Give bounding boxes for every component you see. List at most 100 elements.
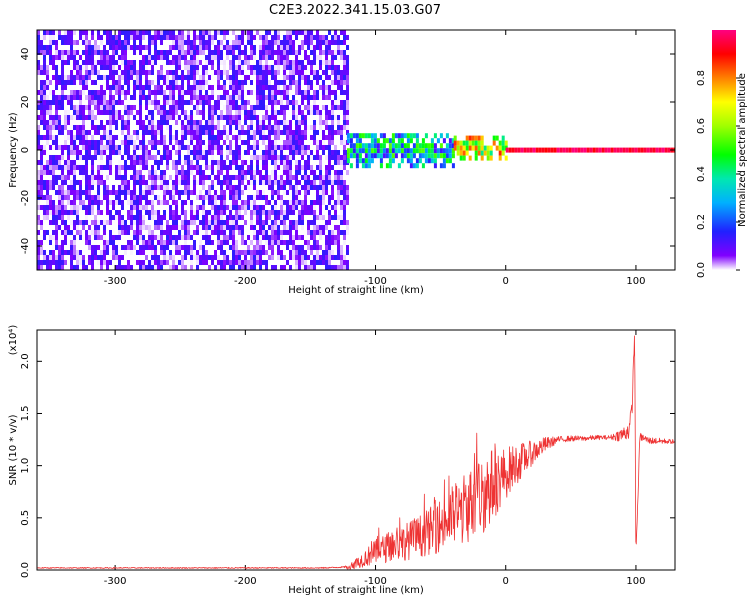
spectrogram-cell <box>501 140 505 146</box>
spectrogram-cell <box>43 30 46 35</box>
spectrogram-cell <box>37 35 40 40</box>
spectrogram-cell <box>268 175 271 180</box>
spectrogram-cell <box>115 60 118 65</box>
spectrogram-cell <box>181 30 184 35</box>
spectrogram-cell <box>316 255 319 260</box>
spectrogram-cell <box>208 145 211 150</box>
spectrogram-cell <box>157 90 160 95</box>
spectrogram-cell <box>340 85 343 90</box>
spectrogram-cell <box>292 175 295 180</box>
spectrogram-cell <box>205 190 208 195</box>
spectrogram-cell <box>193 165 196 170</box>
spectrogram-cell <box>397 163 401 169</box>
spectrogram-cell <box>409 138 413 144</box>
spectrogram-cell <box>127 75 130 80</box>
spectrogram-cell <box>292 45 295 50</box>
spectrogram-cell <box>241 160 244 165</box>
spectrogram-cell <box>256 60 259 65</box>
spectrogram-cell <box>145 240 148 245</box>
spectrogram-cell <box>498 145 502 151</box>
spectrogram-cell <box>118 215 121 220</box>
spectrogram-cell <box>220 110 223 115</box>
spectrogram-cell <box>286 230 289 235</box>
spectrogram-cell <box>409 153 413 159</box>
spectrogram-cell <box>334 215 337 220</box>
spectrogram-cell <box>340 80 343 85</box>
spectrogram-cell <box>199 250 202 255</box>
spectrogram-cell <box>37 205 40 210</box>
spectrogram-cell <box>55 210 58 215</box>
spectrogram-cell <box>58 165 61 170</box>
spectrogram-cell <box>97 50 100 55</box>
spectrogram-cell <box>67 170 70 175</box>
spectrogram-cell <box>64 60 67 65</box>
spectrogram-cell <box>184 50 187 55</box>
spectrogram-cell <box>406 158 410 164</box>
spectrogram-cell <box>76 205 79 210</box>
spectrogram-cell <box>193 100 196 105</box>
spectrogram-cell <box>334 175 337 180</box>
spectrogram-cell <box>49 125 52 130</box>
spectrogram-cell <box>82 145 85 150</box>
spectrogram-cell <box>67 115 70 120</box>
spectrogram-cell <box>193 150 196 155</box>
spectrogram-cell <box>235 55 238 60</box>
spectrogram-cell <box>97 90 100 95</box>
spectrogram-cell <box>289 45 292 50</box>
spectrogram-cell <box>208 30 211 35</box>
spectrogram-cell <box>76 230 79 235</box>
spectrogram-cell <box>235 45 238 50</box>
spectrogram-cell <box>103 90 106 95</box>
spectrogram-cell <box>205 100 208 105</box>
spectrogram-cell <box>115 115 118 120</box>
spectrogram-cell <box>58 30 61 35</box>
spectrogram-cell <box>115 200 118 205</box>
spectrogram-cell <box>58 265 61 270</box>
spectrogram-cell <box>163 90 166 95</box>
spectrogram-cell <box>151 205 154 210</box>
spectrogram-cell <box>40 180 43 185</box>
spectrogram-cell <box>346 245 349 250</box>
spectrogram-cell <box>253 200 256 205</box>
spectrogram-cell <box>217 135 220 140</box>
spectrogram-cell <box>328 180 331 185</box>
spectrogram-cell <box>268 235 271 240</box>
spectrogram-cell <box>136 175 139 180</box>
spectrogram-cell <box>37 40 40 45</box>
x-tick-label: -300 <box>104 276 127 287</box>
spectrogram-cell <box>175 160 178 165</box>
spectrogram-cell <box>163 30 166 35</box>
spectrogram-cell <box>331 135 334 140</box>
spectrogram-cell <box>85 95 88 100</box>
spectrogram-cell <box>61 205 64 210</box>
spectrogram-cell <box>139 255 142 260</box>
spectrogram-cell <box>109 260 112 265</box>
spectrogram-cell <box>109 40 112 45</box>
spectrogram-cell <box>453 140 457 146</box>
spectrogram-cell <box>211 205 214 210</box>
spectrogram-cell <box>73 255 76 260</box>
spectrogram-cell <box>289 120 292 125</box>
spectrogram-cell <box>331 100 334 105</box>
spectrogram-cell <box>58 80 61 85</box>
spectrogram-cell <box>166 180 169 185</box>
spectrogram-cell <box>187 220 190 225</box>
spectrogram-cell <box>40 245 43 250</box>
spectrogram-cell <box>277 130 280 135</box>
spectrogram-cell <box>187 115 190 120</box>
spectrogram-cell <box>220 240 223 245</box>
spectrogram-cell <box>199 175 202 180</box>
spectrogram-cell <box>82 65 85 70</box>
spectrogram-cell <box>142 205 145 210</box>
spectrogram-cell <box>109 165 112 170</box>
spectrogram-cell <box>52 215 55 220</box>
spectrogram-cell <box>349 163 353 169</box>
spectrogram-cell <box>196 45 199 50</box>
spectrogram-cell <box>217 195 220 200</box>
spectrogram-cell <box>118 40 121 45</box>
spectrogram-cell <box>397 148 401 154</box>
spectrogram-cell <box>154 265 157 270</box>
spectrogram-cell <box>163 75 166 80</box>
spectrogram-cell <box>103 95 106 100</box>
